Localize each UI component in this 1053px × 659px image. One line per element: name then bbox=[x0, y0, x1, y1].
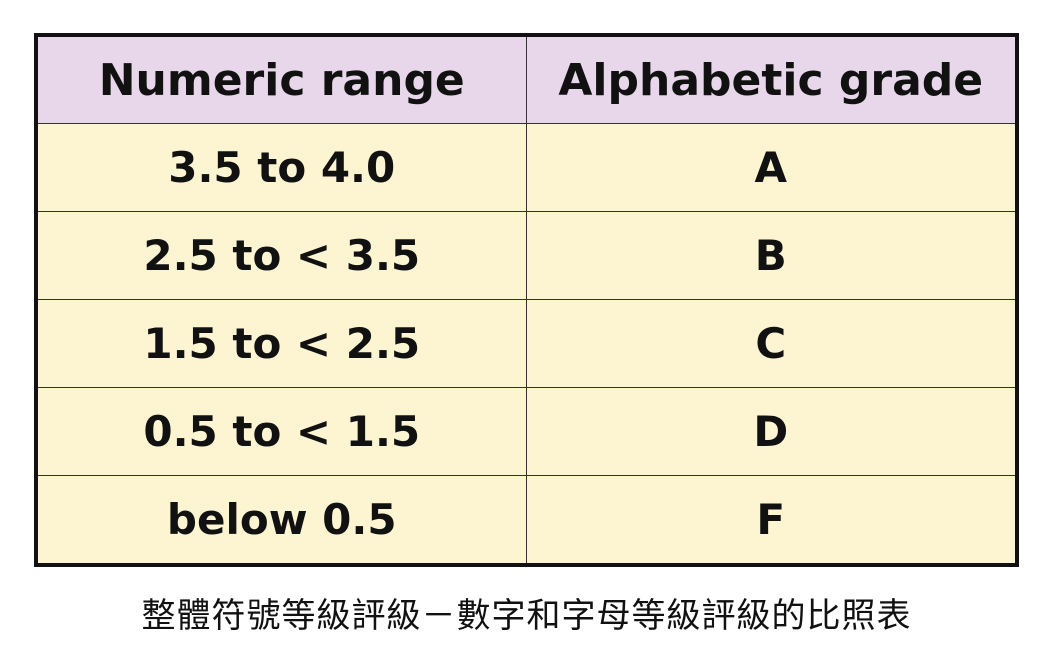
grade-cell: A bbox=[525, 123, 1018, 212]
table-caption: 整體符號等級評級－數字和字母等級評級的比照表 bbox=[141, 596, 912, 636]
grade-cell: C bbox=[525, 298, 1018, 388]
range-cell: 0.5 to < 1.5 bbox=[35, 386, 527, 476]
range-cell: 3.5 to 4.0 bbox=[35, 123, 527, 212]
table-row: 0.5 to < 1.5 D bbox=[35, 386, 1018, 476]
table-row: 3.5 to 4.0 A bbox=[35, 123, 1018, 212]
grade-conversion-table: Numeric range Alphabetic grade 3.5 to 4.… bbox=[34, 33, 1019, 567]
table-row: 1.5 to < 2.5 C bbox=[35, 298, 1018, 388]
header-alphabetic-grade: Alphabetic grade bbox=[525, 34, 1018, 124]
range-cell: 2.5 to < 3.5 bbox=[35, 210, 527, 300]
grade-cell: D bbox=[525, 386, 1018, 476]
grade-cell: B bbox=[525, 210, 1018, 300]
table-row: 2.5 to < 3.5 B bbox=[35, 210, 1018, 300]
header-numeric-range: Numeric range bbox=[35, 34, 527, 124]
grade-cell: F bbox=[525, 474, 1018, 566]
table-row: below 0.5 F bbox=[35, 474, 1018, 566]
range-cell: 1.5 to < 2.5 bbox=[35, 298, 527, 388]
range-cell: below 0.5 bbox=[35, 474, 527, 566]
header-row: Numeric range Alphabetic grade bbox=[35, 34, 1018, 124]
